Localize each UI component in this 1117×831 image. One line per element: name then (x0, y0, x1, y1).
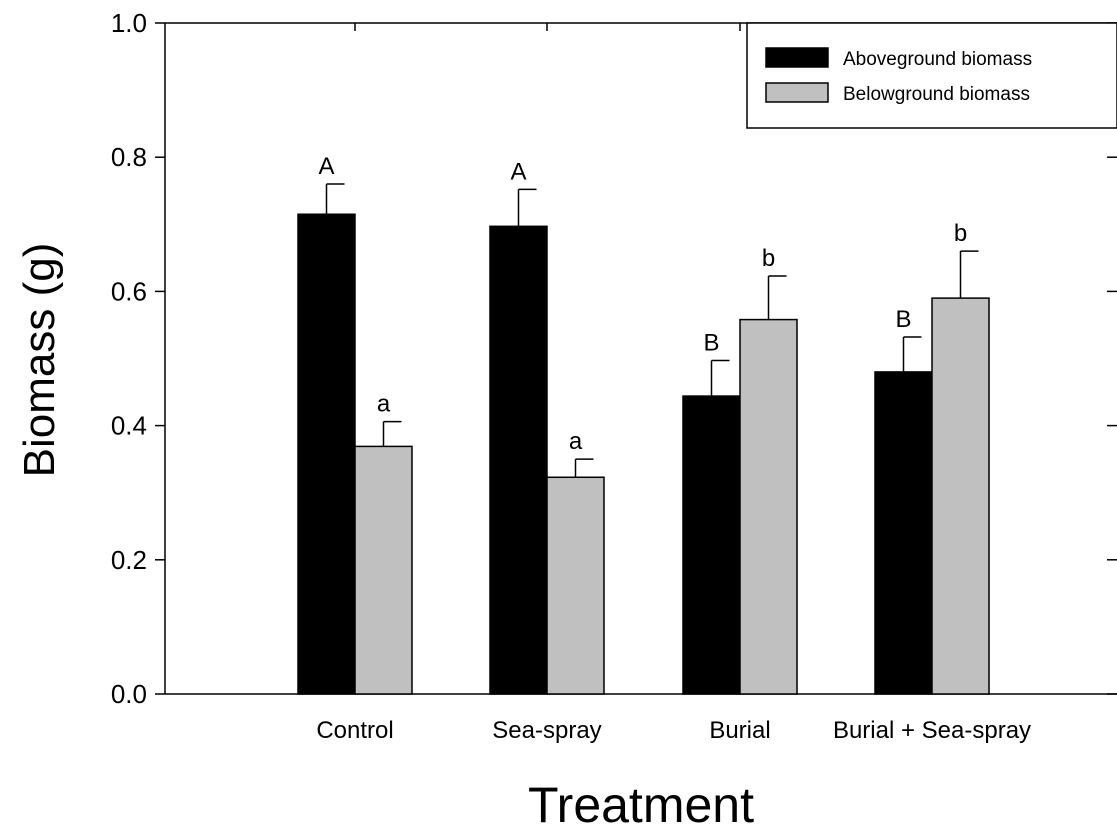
bar-belowground (739, 318, 798, 695)
y-tick-label: 0.8 (111, 142, 147, 172)
significance-label: A (318, 153, 334, 180)
bar-belowground (546, 476, 605, 695)
significance-label: a (569, 428, 583, 455)
significance-label: b (954, 220, 967, 247)
y-tick-label: 0.4 (111, 411, 147, 441)
significance-label: A (510, 158, 526, 185)
legend-box (746, 22, 1117, 129)
x-axis-title: Treatment (528, 777, 754, 831)
bar-aboveground (489, 225, 548, 695)
legend-swatch-aboveground (765, 47, 829, 68)
bar-belowground (354, 445, 413, 695)
x-tick-label: Sea-spray (492, 717, 601, 744)
legend: Aboveground biomass Belowground biomass (746, 22, 1117, 129)
axes: 0.0 0.2 0.4 0.6 0.8 1.0 (111, 8, 1117, 709)
labels: Aa Control Aa Sea-spray Bb Burial Bb Burial + S… (316, 153, 1031, 744)
bar-aboveground (682, 395, 741, 695)
legend-label: Aboveground biomass (843, 49, 1032, 70)
x-tick-label: Burial (709, 717, 770, 744)
bar-aboveground (874, 371, 933, 695)
significance-label: a (377, 391, 391, 418)
bars (297, 183, 990, 695)
x-tick-label: Burial + Sea-spray (833, 717, 1031, 744)
legend-swatch-belowground (765, 82, 829, 103)
significance-label: b (762, 245, 775, 272)
y-tick-label: 1.0 (111, 8, 147, 38)
y-axis-title: Biomass (g) (15, 243, 64, 478)
bar-aboveground (297, 213, 356, 695)
y-tick-label: 0.2 (111, 545, 147, 575)
legend-label: Belowground biomass (843, 84, 1030, 105)
y-tick-label: 0.0 (111, 679, 147, 709)
y-tick-label: 0.6 (111, 276, 147, 306)
significance-label: B (703, 330, 719, 357)
bar-belowground (931, 297, 990, 695)
significance-label: B (895, 306, 911, 333)
x-tick-label: Control (316, 717, 393, 744)
